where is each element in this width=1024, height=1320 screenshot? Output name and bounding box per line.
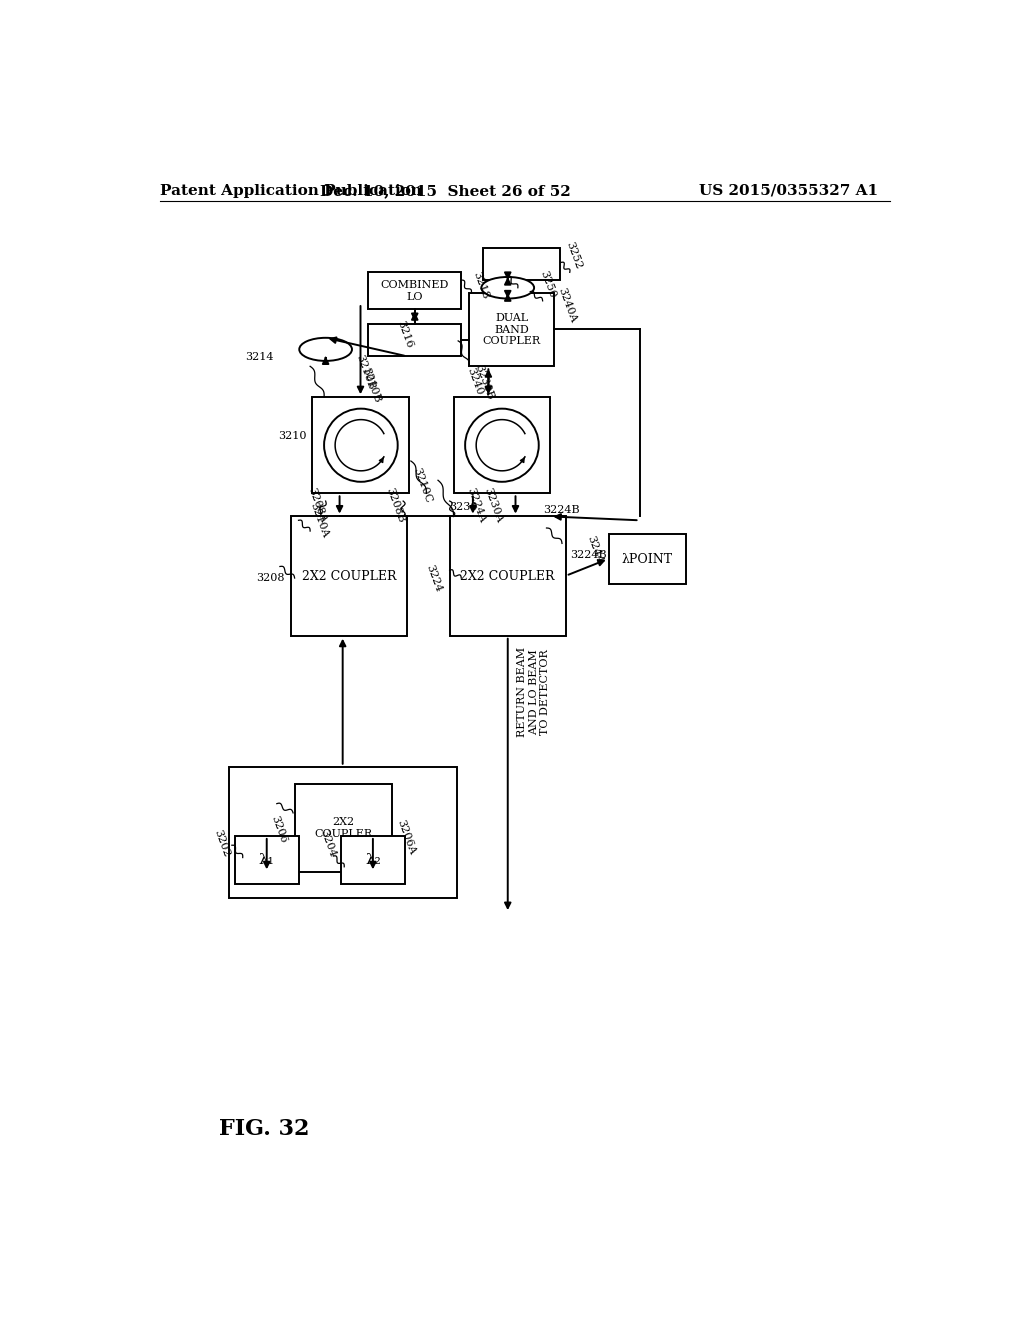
Text: 3250: 3250 [538,269,557,300]
Bar [369,272,461,309]
Text: 3230B: 3230B [473,363,495,400]
Text: 3224: 3224 [424,562,443,593]
Text: 3224A: 3224A [465,486,487,524]
Text: 2X2 COUPLER: 2X2 COUPLER [302,570,396,582]
Text: 3224B: 3224B [569,550,606,560]
Text: 3214: 3214 [245,352,273,362]
Text: COMBINED
LO: COMBINED LO [381,280,449,302]
Text: 2X2 COUPLER: 2X2 COUPLER [461,570,555,582]
Text: 3230: 3230 [450,502,478,512]
Text: 3206A: 3206A [395,818,417,857]
Text: Dec. 10, 2015  Sheet 26 of 52: Dec. 10, 2015 Sheet 26 of 52 [321,183,570,198]
Ellipse shape [324,409,397,482]
Text: 2X2
COUPLER: 2X2 COUPLER [314,817,372,838]
Ellipse shape [481,277,535,298]
Bar [483,248,560,280]
Text: 3244: 3244 [586,535,604,565]
Bar [369,323,461,356]
Bar [341,836,404,884]
Bar [454,397,550,494]
Text: 3218: 3218 [471,271,490,301]
Bar [228,767,458,898]
Text: 3210B: 3210B [360,367,382,404]
Text: 3208: 3208 [256,573,285,583]
Text: 3230A: 3230A [482,486,504,524]
Text: FIG. 32: FIG. 32 [219,1118,310,1139]
Text: 3210B: 3210B [354,354,376,391]
Bar [469,293,554,367]
Text: US 2015/0355327 A1: US 2015/0355327 A1 [699,183,879,198]
Text: DUAL
BAND
COUPLER: DUAL BAND COUPLER [482,313,541,346]
Bar [450,516,566,636]
Text: 3252: 3252 [564,240,584,271]
Text: 3240: 3240 [465,367,484,397]
Text: 3240A: 3240A [557,286,579,323]
Text: 3202: 3202 [212,829,231,859]
Bar [608,535,686,585]
Text: Patent Application Publication: Patent Application Publication [160,183,422,198]
Text: 3210C: 3210C [412,466,434,504]
Bar [312,397,410,494]
Text: RETURN BEAM
AND LO BEAM
TO DETECTOR: RETURN BEAM AND LO BEAM TO DETECTOR [517,647,550,738]
Bar [295,784,391,873]
Ellipse shape [465,409,539,482]
Text: 3224B: 3224B [543,506,580,515]
Text: 3206: 3206 [269,814,289,845]
Text: 3208B: 3208B [384,486,406,524]
Bar [234,836,299,884]
Ellipse shape [299,338,352,360]
Text: 3204: 3204 [318,829,337,859]
Text: λ₁: λ₁ [259,853,274,867]
Text: 3210: 3210 [278,430,306,441]
Text: 3216: 3216 [395,319,415,348]
Bar [291,516,407,636]
Text: 3208A: 3208A [306,486,328,524]
Text: λ₂: λ₂ [365,853,381,867]
Text: 3210A: 3210A [308,502,331,539]
Text: λPOINT: λPOINT [622,553,673,566]
